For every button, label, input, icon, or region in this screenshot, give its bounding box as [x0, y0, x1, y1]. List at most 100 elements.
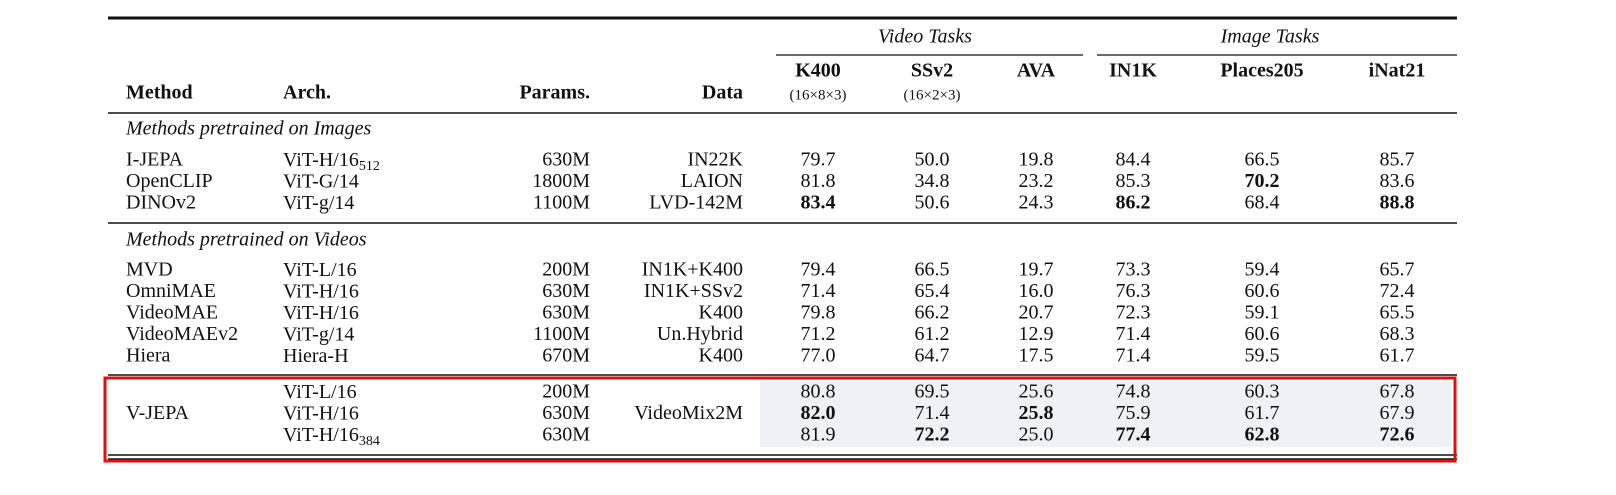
score: 17.5 — [1019, 345, 1054, 367]
score: 67.8 — [1380, 381, 1415, 403]
params: 670M — [542, 345, 590, 367]
params: 630M — [542, 149, 590, 171]
highlight-bg — [760, 381, 1452, 447]
score: 73.3 — [1116, 259, 1151, 281]
arch: ViT-H/16 — [283, 402, 359, 424]
score: 67.9 — [1380, 402, 1415, 424]
arch: ViT-g/14 — [283, 323, 354, 345]
data: LAION — [681, 170, 743, 192]
score: 83.4 — [801, 192, 836, 214]
column-header: Method — [126, 82, 193, 104]
score: 65.4 — [915, 280, 950, 302]
arch: ViT-H/16 — [283, 280, 359, 302]
score: 79.8 — [801, 302, 836, 324]
column-header: Places205 — [1220, 60, 1303, 82]
score: 81.9 — [801, 424, 836, 446]
params: 1100M — [533, 192, 590, 214]
score: 65.7 — [1380, 259, 1415, 281]
score: 68.3 — [1380, 323, 1415, 345]
score: 72.6 — [1380, 424, 1415, 446]
score: 68.4 — [1245, 192, 1280, 214]
data: LVD-142M — [649, 192, 743, 214]
score: 71.4 — [801, 280, 836, 302]
score: 66.5 — [1245, 149, 1280, 171]
score: 76.3 — [1116, 280, 1151, 302]
score: 24.3 — [1019, 192, 1054, 214]
arch: ViT-L/16 — [283, 381, 357, 403]
score: 60.6 — [1245, 280, 1280, 302]
column-note: (16×8×3) — [790, 87, 847, 103]
score: 61.2 — [915, 323, 950, 345]
method: DINOv2 — [126, 192, 196, 214]
column-header: Data — [702, 82, 743, 104]
method: VideoMAE — [126, 302, 218, 324]
arch-subscript: 384 — [359, 434, 380, 449]
score: 59.1 — [1245, 302, 1280, 324]
score: 88.8 — [1380, 192, 1415, 214]
score: 19.8 — [1019, 149, 1054, 171]
section-title: Methods pretrained on Images — [125, 118, 372, 140]
group-title: Image Tasks — [1220, 26, 1320, 48]
score: 50.0 — [915, 149, 950, 171]
score: 25.6 — [1019, 381, 1054, 403]
score: 82.0 — [801, 402, 836, 424]
arch: ViT-g/14 — [283, 192, 354, 214]
arch-name: ViT-L/16 — [283, 381, 357, 403]
score: 66.2 — [915, 302, 950, 324]
score: 19.7 — [1019, 259, 1054, 281]
score: 20.7 — [1019, 302, 1054, 324]
column-header: Arch. — [283, 82, 331, 104]
score: 71.4 — [1116, 345, 1151, 367]
score: 72.3 — [1116, 302, 1151, 324]
data: K400 — [699, 345, 743, 367]
score: 60.6 — [1245, 323, 1280, 345]
score: 59.4 — [1245, 259, 1280, 281]
score: 85.3 — [1116, 170, 1151, 192]
score: 25.0 — [1019, 424, 1054, 446]
method: OpenCLIP — [126, 170, 213, 192]
params: 1800M — [532, 170, 590, 192]
method: OmniMAE — [126, 280, 216, 302]
arch-name: ViT-H/16 — [283, 424, 359, 446]
score: 60.3 — [1245, 381, 1280, 403]
data: IN1K+K400 — [642, 259, 743, 281]
column-header: iNat21 — [1369, 60, 1426, 82]
arch-name: ViT-g/14 — [283, 323, 354, 345]
score: 71.4 — [915, 402, 950, 424]
score: 50.6 — [915, 192, 950, 214]
score: 62.8 — [1245, 424, 1280, 446]
score: 75.9 — [1116, 402, 1151, 424]
score: 16.0 — [1019, 280, 1054, 302]
method: Hiera — [126, 345, 171, 367]
params: 200M — [542, 381, 590, 403]
arch-name: ViT-H/16 — [283, 280, 359, 302]
score: 61.7 — [1380, 345, 1415, 367]
method: V-JEPA — [126, 402, 190, 424]
method: VideoMAEv2 — [126, 323, 238, 345]
column-header: IN1K — [1109, 60, 1157, 82]
score: 71.2 — [801, 323, 836, 345]
group-title: Video Tasks — [878, 26, 972, 48]
params: 630M — [542, 424, 590, 446]
score: 66.5 — [915, 259, 950, 281]
score: 23.2 — [1019, 170, 1054, 192]
arch-name: ViT-H/16 — [283, 402, 359, 424]
method: MVD — [126, 259, 173, 281]
arch: Hiera-H — [283, 345, 349, 367]
params: 630M — [542, 280, 590, 302]
arch: ViT-G/14 — [283, 170, 359, 192]
score: 74.8 — [1116, 381, 1151, 403]
data: K400 — [699, 302, 743, 324]
score: 72.2 — [915, 424, 950, 446]
score: 12.9 — [1019, 323, 1054, 345]
params: 200M — [542, 259, 590, 281]
column-header: Params. — [519, 82, 590, 104]
arch-name: ViT-g/14 — [283, 192, 354, 214]
params: 630M — [542, 302, 590, 324]
section-title: Methods pretrained on Videos — [125, 229, 367, 251]
data: IN1K+SSv2 — [644, 280, 743, 302]
params: 1100M — [533, 323, 590, 345]
arch: ViT-H/16512 — [283, 149, 380, 175]
